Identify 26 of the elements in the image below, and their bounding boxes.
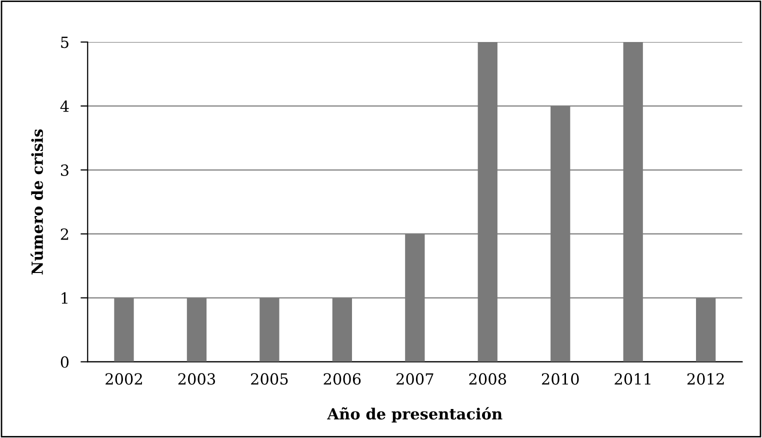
bar: [260, 298, 280, 362]
x-tick-label: 2007: [396, 373, 434, 385]
y-tick-label: 2: [60, 228, 68, 240]
bar: [332, 298, 352, 362]
bar: [114, 298, 134, 362]
y-tick-label: 5: [61, 36, 68, 48]
y-tick-label: 4: [60, 100, 69, 112]
bar: [478, 42, 498, 362]
y-tick-label: 1: [62, 292, 68, 304]
x-tick-label: 2008: [469, 373, 506, 385]
y-axis-title: Número de crisis: [30, 129, 44, 274]
bar: [186, 298, 207, 362]
x-tick-label: 2012: [687, 373, 724, 385]
x-tick-label: 2003: [178, 373, 216, 385]
x-tick-label: 2011: [614, 373, 650, 385]
bar: [550, 106, 570, 362]
x-tick-label: 2010: [542, 373, 579, 385]
x-tick-label: 2005: [251, 373, 288, 385]
bar: [696, 298, 716, 362]
bar: [405, 234, 425, 362]
x-tick-label: 2002: [106, 373, 142, 385]
y-tick-label: 3: [61, 164, 68, 176]
bar: [623, 42, 643, 362]
y-tick-label: 0: [60, 356, 69, 368]
x-tick-label: 2006: [324, 373, 361, 385]
x-axis-title: Año de presentación: [327, 407, 502, 423]
